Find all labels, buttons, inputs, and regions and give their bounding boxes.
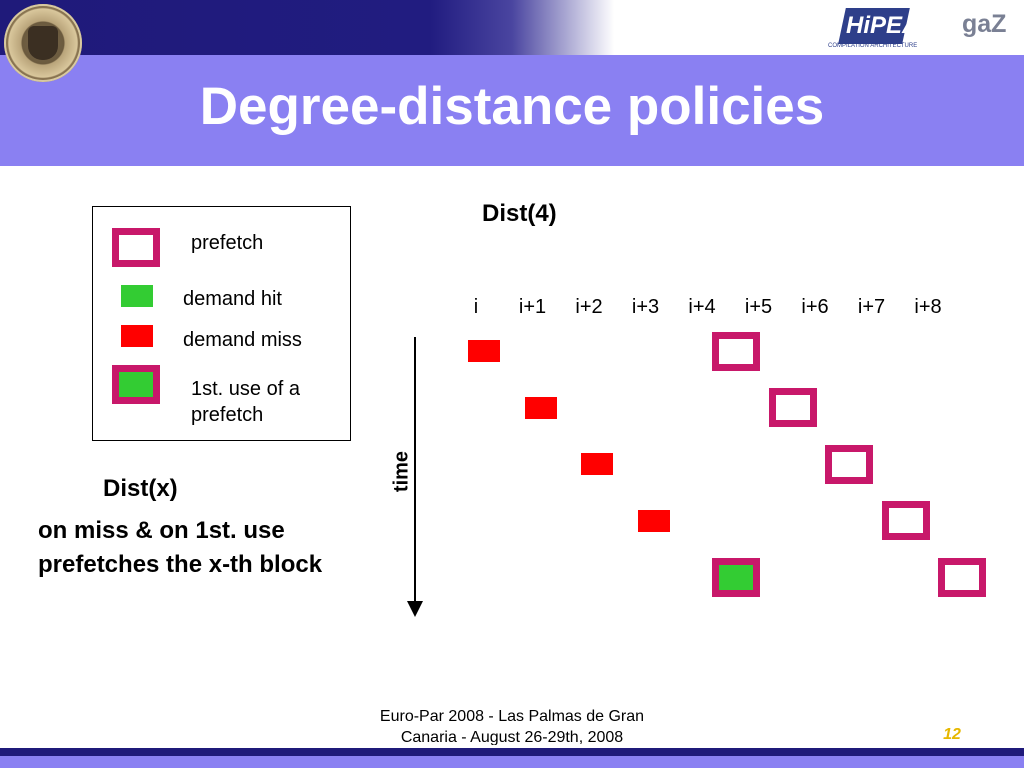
first-use-prefetch-cell: [712, 557, 760, 597]
prefetch-cell: [938, 557, 986, 597]
column-header-1: i+1: [518, 296, 547, 318]
column-header-8: i+8: [914, 296, 942, 318]
legend-prefetch-swatch: [112, 228, 160, 267]
prefetch-cell: [712, 331, 760, 371]
footer-line2: Canaria - August 26-29th, 2008: [400, 729, 624, 746]
column-header-5: i+5: [744, 296, 773, 318]
demand-miss-cell: [581, 453, 613, 475]
time-arrow-icon: [407, 601, 423, 617]
prefetch-cell: [825, 444, 873, 484]
legend-demand-hit-swatch: [121, 285, 153, 307]
hipeac-logo-subtext: COMPILATION ARCHITECTURE: [828, 43, 918, 49]
column-header-3: i+3: [631, 296, 660, 318]
title-band: [0, 55, 1024, 166]
university-seal-logo: [4, 4, 82, 82]
footer-bar: [0, 745, 1024, 768]
seal-emblem: [28, 26, 58, 60]
column-header-6: i+6: [801, 296, 829, 318]
time-axis-label: time: [390, 450, 413, 493]
footer-line1: Euro-Par 2008 - Las Palmas de Gran: [379, 708, 645, 725]
demand-miss-cell: [468, 340, 500, 362]
legend-first-use-label-line2: prefetch: [191, 404, 264, 426]
footer-conference: Euro-Par 2008 - Las Palmas de Gran Canar…: [352, 706, 672, 748]
column-header-7: i+7: [857, 296, 886, 318]
hipeac-logo: HiPEAC COMPILATION ARCHITECTURE: [828, 8, 937, 52]
legend-demand-miss-label: demand miss: [183, 329, 302, 351]
legend-demand-hit-label: demand hit: [183, 288, 282, 310]
time-axis-line: [414, 337, 416, 605]
column-header-4: i+4: [688, 296, 716, 318]
legend-prefetch-label: prefetch: [191, 232, 264, 254]
diagram-heading: Dist(4): [482, 200, 557, 227]
policy-heading: Dist(x): [103, 475, 178, 502]
policy-description-line2: prefetches the x-th block: [38, 551, 323, 578]
prefetch-cell: [768, 388, 817, 427]
legend-box: prefetch demand hit demand miss 1st. use…: [92, 206, 351, 441]
prefetch-cell: [881, 501, 930, 540]
legend-first-use-swatch: [112, 365, 160, 404]
hipeac-logo-text: HiPEAC: [846, 12, 937, 39]
demand-miss-cell: [637, 509, 670, 532]
column-header-0: i: [473, 296, 479, 318]
demand-miss-cell: [524, 396, 557, 419]
legend-demand-miss-swatch: [121, 325, 153, 347]
policy-description-line1: on miss & on 1st. use: [38, 517, 285, 544]
gaz-logo: gaZ: [962, 10, 1007, 38]
column-header-2: i+2: [575, 296, 603, 318]
policy-description: on miss & on 1st. use prefetches the x-t…: [38, 514, 322, 582]
legend-first-use-label-line1: 1st. use of a: [191, 378, 300, 400]
slide-title: Degree-distance policies: [199, 77, 825, 136]
page-number: 12: [943, 726, 961, 743]
